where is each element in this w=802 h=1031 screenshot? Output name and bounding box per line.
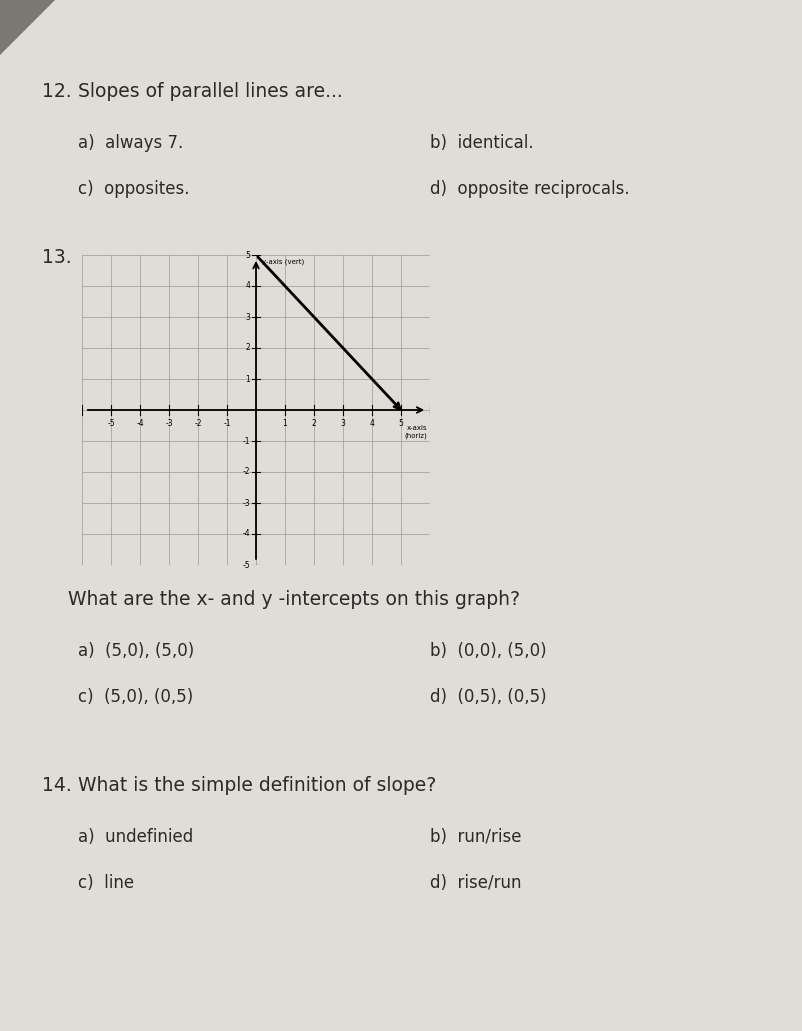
Text: -4: -4	[242, 530, 250, 538]
Text: y-axis (vert): y-axis (vert)	[261, 258, 304, 265]
Text: a)  (5,0), (5,0): a) (5,0), (5,0)	[78, 642, 194, 660]
Text: 3: 3	[341, 420, 346, 428]
Text: 4: 4	[370, 420, 375, 428]
Text: c)  line: c) line	[78, 874, 134, 892]
Text: d)  (0,5), (0,5): d) (0,5), (0,5)	[430, 688, 547, 706]
Polygon shape	[0, 0, 55, 55]
Text: b)  (0,0), (5,0): b) (0,0), (5,0)	[430, 642, 547, 660]
Text: b)  run/rise: b) run/rise	[430, 828, 521, 846]
Text: -5: -5	[242, 561, 250, 569]
Text: -1: -1	[243, 436, 250, 445]
Text: 5: 5	[399, 420, 403, 428]
Text: 12.: 12.	[42, 82, 71, 101]
Text: -2: -2	[194, 420, 202, 428]
Text: a)  undefinied: a) undefinied	[78, 828, 193, 846]
Text: a)  always 7.: a) always 7.	[78, 134, 183, 152]
Text: 1: 1	[245, 374, 250, 384]
Text: c)  (5,0), (0,5): c) (5,0), (0,5)	[78, 688, 193, 706]
Text: -2: -2	[243, 467, 250, 476]
Text: -3: -3	[242, 499, 250, 507]
Text: b)  identical.: b) identical.	[430, 134, 533, 152]
Text: 5: 5	[245, 251, 250, 260]
Text: What are the x- and y -intercepts on this graph?: What are the x- and y -intercepts on thi…	[68, 590, 520, 609]
Text: -3: -3	[165, 420, 172, 428]
Text: Slopes of parallel lines are...: Slopes of parallel lines are...	[78, 82, 342, 101]
Text: d)  opposite reciprocals.: d) opposite reciprocals.	[430, 180, 630, 198]
Text: -1: -1	[223, 420, 231, 428]
Text: 4: 4	[245, 281, 250, 291]
Text: 13.: 13.	[42, 248, 71, 267]
Text: What is the simple definition of slope?: What is the simple definition of slope?	[78, 776, 436, 795]
Text: d)  rise/run: d) rise/run	[430, 874, 521, 892]
Text: x-axis
(horiz): x-axis (horiz)	[404, 426, 427, 439]
Text: 2: 2	[312, 420, 316, 428]
Text: 3: 3	[245, 312, 250, 322]
Text: -4: -4	[136, 420, 144, 428]
Text: -5: -5	[107, 420, 115, 428]
Text: 14.: 14.	[42, 776, 71, 795]
Text: 2: 2	[245, 343, 250, 353]
Text: 1: 1	[282, 420, 287, 428]
Text: c)  opposites.: c) opposites.	[78, 180, 189, 198]
